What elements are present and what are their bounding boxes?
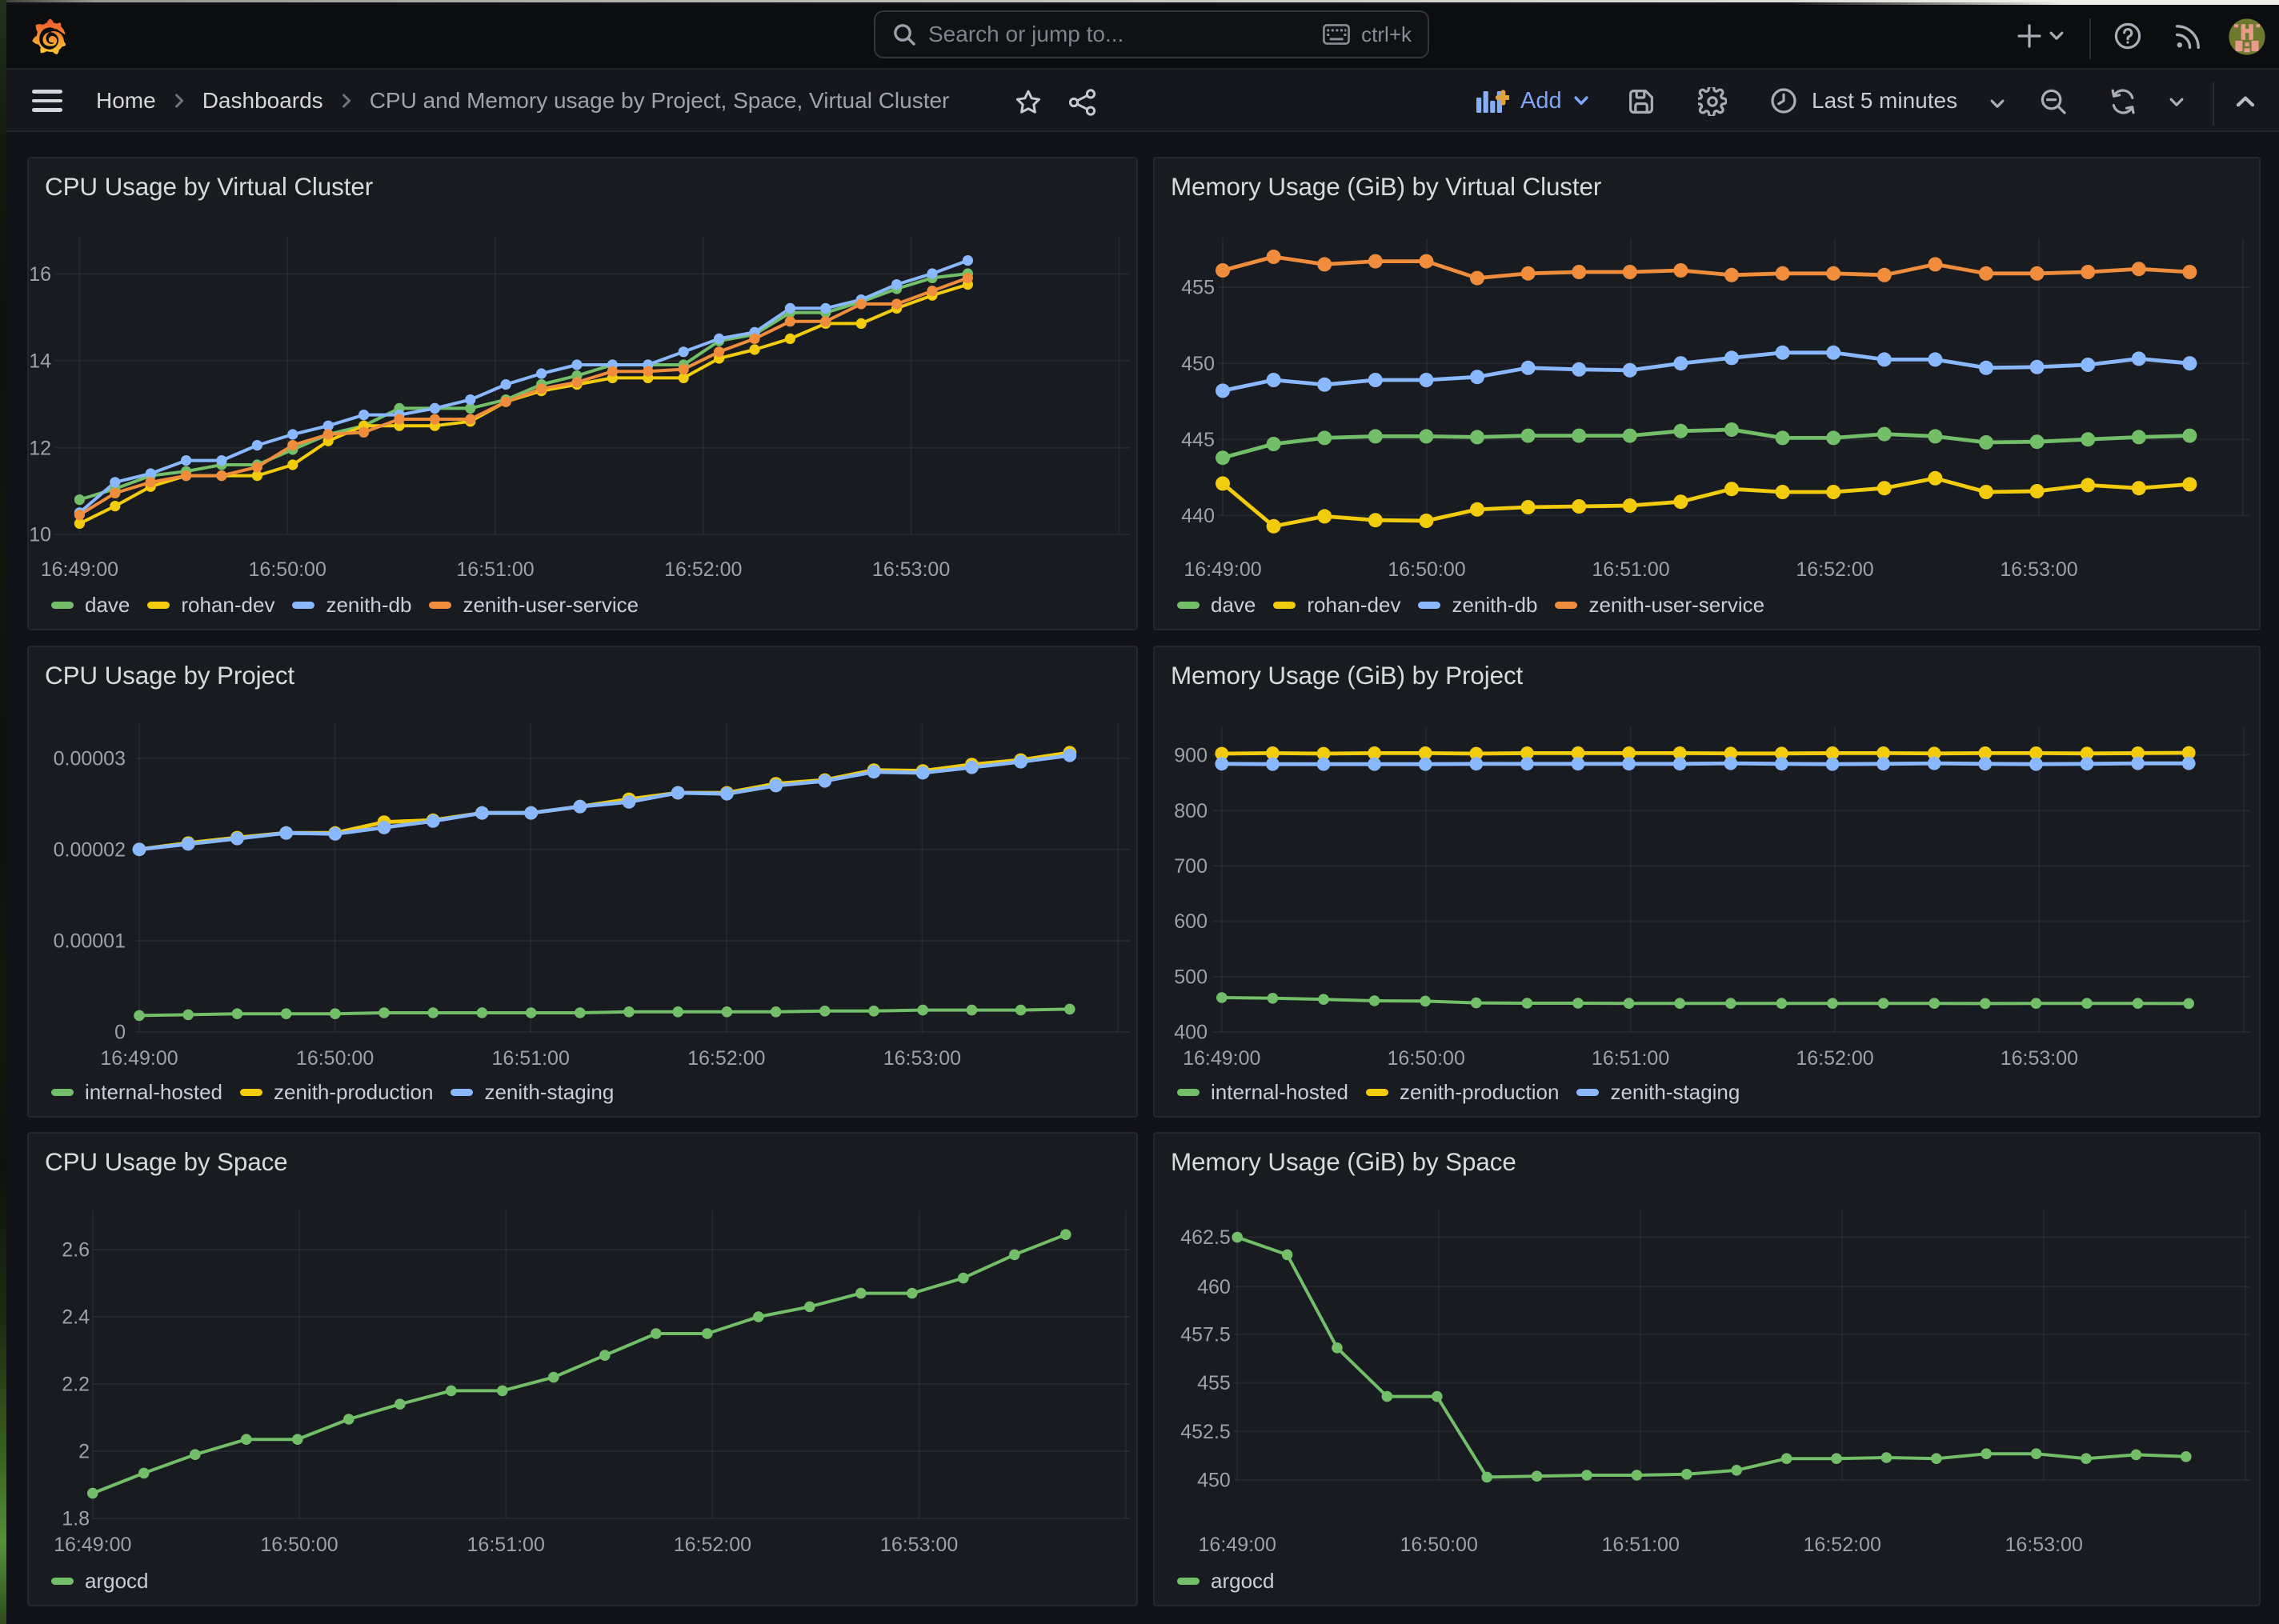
svg-text:16:50:00: 16:50:00 bbox=[1388, 558, 1465, 581]
svg-text:14: 14 bbox=[29, 350, 51, 372]
svg-text:16:51:00: 16:51:00 bbox=[492, 1047, 570, 1070]
svg-text:445: 445 bbox=[1181, 429, 1215, 451]
svg-text:0.00003: 0.00003 bbox=[54, 747, 126, 770]
svg-text:900: 900 bbox=[1174, 744, 1208, 766]
svg-text:16:51:00: 16:51:00 bbox=[1592, 1047, 1669, 1070]
svg-text:0: 0 bbox=[114, 1022, 126, 1044]
svg-text:16:53:00: 16:53:00 bbox=[880, 1534, 958, 1556]
svg-text:16:49:00: 16:49:00 bbox=[1199, 1534, 1276, 1556]
svg-text:16:52:00: 16:52:00 bbox=[1804, 1534, 1881, 1556]
svg-text:16:49:00: 16:49:00 bbox=[100, 1047, 178, 1070]
svg-text:16:52:00: 16:52:00 bbox=[664, 558, 742, 581]
svg-text:462.5: 462.5 bbox=[1180, 1226, 1231, 1249]
svg-text:16:49:00: 16:49:00 bbox=[41, 558, 118, 581]
svg-text:440: 440 bbox=[1181, 505, 1215, 527]
svg-text:600: 600 bbox=[1174, 910, 1208, 933]
svg-text:16:51:00: 16:51:00 bbox=[1602, 1534, 1680, 1556]
svg-text:16:52:00: 16:52:00 bbox=[1796, 558, 1873, 581]
svg-text:400: 400 bbox=[1174, 1022, 1208, 1044]
svg-text:500: 500 bbox=[1174, 966, 1208, 988]
svg-text:16:52:00: 16:52:00 bbox=[674, 1534, 751, 1556]
svg-text:16:52:00: 16:52:00 bbox=[1796, 1047, 1873, 1070]
svg-text:455: 455 bbox=[1197, 1372, 1231, 1394]
svg-text:2.6: 2.6 bbox=[62, 1239, 90, 1262]
svg-text:10: 10 bbox=[29, 524, 51, 546]
svg-text:16:53:00: 16:53:00 bbox=[883, 1047, 961, 1070]
svg-text:16:53:00: 16:53:00 bbox=[2001, 1047, 2078, 1070]
svg-text:16:51:00: 16:51:00 bbox=[1592, 558, 1669, 581]
svg-text:16:49:00: 16:49:00 bbox=[1184, 558, 1261, 581]
svg-text:0.00002: 0.00002 bbox=[54, 838, 126, 861]
svg-text:450: 450 bbox=[1197, 1470, 1231, 1492]
svg-text:16:51:00: 16:51:00 bbox=[456, 558, 534, 581]
svg-text:2.4: 2.4 bbox=[62, 1306, 90, 1329]
svg-text:800: 800 bbox=[1174, 800, 1208, 822]
svg-text:457.5: 457.5 bbox=[1180, 1323, 1231, 1346]
svg-text:16:49:00: 16:49:00 bbox=[54, 1534, 131, 1556]
svg-text:16:50:00: 16:50:00 bbox=[249, 558, 326, 581]
svg-text:700: 700 bbox=[1174, 855, 1208, 878]
svg-text:16:53:00: 16:53:00 bbox=[2000, 558, 2077, 581]
svg-text:455: 455 bbox=[1181, 277, 1215, 299]
svg-text:16:53:00: 16:53:00 bbox=[2005, 1534, 2083, 1556]
svg-text:16:50:00: 16:50:00 bbox=[1400, 1534, 1478, 1556]
svg-text:460: 460 bbox=[1197, 1276, 1231, 1298]
svg-text:0.00001: 0.00001 bbox=[54, 930, 126, 953]
svg-text:16:52:00: 16:52:00 bbox=[687, 1047, 765, 1070]
svg-text:12: 12 bbox=[29, 437, 51, 459]
svg-text:2.2: 2.2 bbox=[62, 1374, 90, 1396]
svg-text:1.8: 1.8 bbox=[62, 1508, 90, 1530]
svg-text:16: 16 bbox=[29, 263, 51, 286]
svg-text:16:50:00: 16:50:00 bbox=[1388, 1047, 1465, 1070]
svg-text:16:49:00: 16:49:00 bbox=[1183, 1047, 1260, 1070]
svg-text:16:51:00: 16:51:00 bbox=[467, 1534, 545, 1556]
svg-text:16:53:00: 16:53:00 bbox=[872, 558, 950, 581]
svg-text:2: 2 bbox=[78, 1441, 90, 1463]
svg-text:452.5: 452.5 bbox=[1180, 1421, 1231, 1443]
svg-text:16:50:00: 16:50:00 bbox=[296, 1047, 374, 1070]
svg-text:450: 450 bbox=[1181, 353, 1215, 375]
svg-text:16:50:00: 16:50:00 bbox=[260, 1534, 338, 1556]
